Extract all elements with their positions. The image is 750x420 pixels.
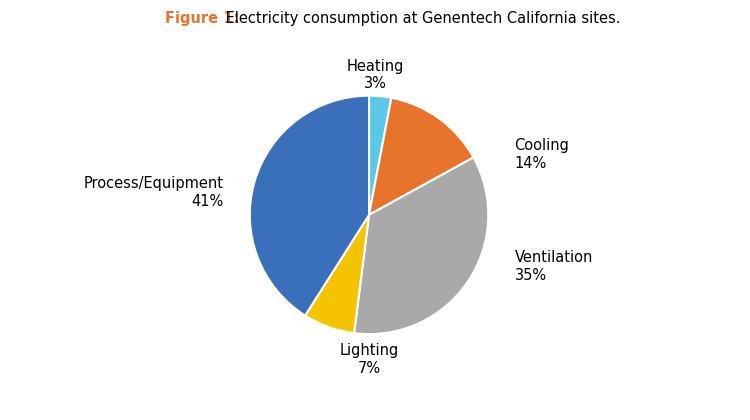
Text: 14%: 14% [514, 156, 547, 171]
Wedge shape [354, 158, 488, 334]
Wedge shape [305, 215, 369, 333]
Text: Heating: Heating [346, 59, 404, 74]
Text: Figure 1:: Figure 1: [165, 10, 239, 26]
Text: Lighting: Lighting [340, 343, 399, 358]
Text: Electricity consumption at Genentech California sites.: Electricity consumption at Genentech Cal… [221, 10, 621, 26]
Text: Process/Equipment: Process/Equipment [83, 176, 224, 191]
Wedge shape [369, 96, 392, 215]
Text: 7%: 7% [358, 361, 380, 376]
Text: 35%: 35% [514, 268, 547, 283]
Text: Cooling: Cooling [514, 138, 569, 153]
Text: Ventilation: Ventilation [514, 250, 592, 265]
Wedge shape [369, 98, 473, 215]
Wedge shape [250, 96, 369, 315]
Text: 3%: 3% [364, 76, 386, 91]
Text: 41%: 41% [191, 194, 224, 209]
